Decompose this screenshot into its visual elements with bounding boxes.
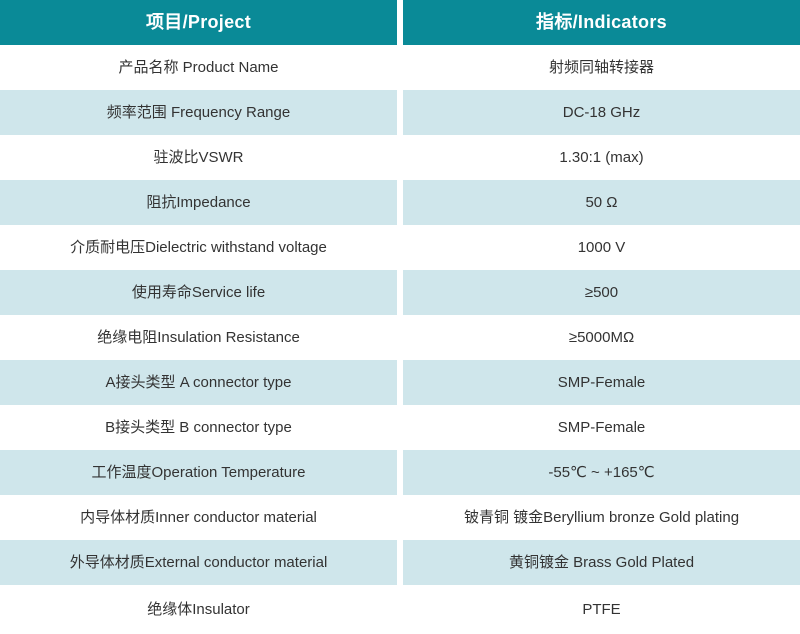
project-cell: B接头类型 B connector type [0, 405, 397, 450]
table-row: 频率范围 Frequency Range DC-18 GHz [0, 90, 800, 135]
indicator-cell: 1000 V [403, 225, 800, 270]
column-divider [397, 180, 403, 225]
project-cell: 使用寿命Service life [0, 270, 397, 315]
table-row: 内导体材质Inner conductor material 铍青铜 镀金Bery… [0, 495, 800, 540]
column-divider [397, 315, 403, 360]
column-divider [397, 585, 403, 634]
column-divider [397, 540, 403, 585]
table-row: 外导体材质External conductor material 黄铜镀金 Br… [0, 540, 800, 585]
column-divider [397, 450, 403, 495]
indicator-cell: ≥500 [403, 270, 800, 315]
table-row: B接头类型 B connector type SMP-Female [0, 405, 800, 450]
column-divider [397, 0, 403, 45]
project-cell: 工作温度Operation Temperature [0, 450, 397, 495]
indicator-cell: 1.30:1 (max) [403, 135, 800, 180]
indicator-cell: PTFE [403, 585, 800, 634]
column-divider [397, 360, 403, 405]
project-cell: A接头类型 A connector type [0, 360, 397, 405]
header-project: 项目/Project [0, 0, 397, 45]
table-row: 阻抗Impedance 50 Ω [0, 180, 800, 225]
project-cell: 介质耐电压Dielectric withstand voltage [0, 225, 397, 270]
table-row: 绝缘电阻Insulation Resistance ≥5000MΩ [0, 315, 800, 360]
table-row: 工作温度Operation Temperature -55℃ ~ +165℃ [0, 450, 800, 495]
project-cell: 驻波比VSWR [0, 135, 397, 180]
indicator-cell: ≥5000MΩ [403, 315, 800, 360]
indicator-cell: 50 Ω [403, 180, 800, 225]
indicator-cell: SMP-Female [403, 360, 800, 405]
project-cell: 频率范围 Frequency Range [0, 90, 397, 135]
table-row: 使用寿命Service life ≥500 [0, 270, 800, 315]
project-cell: 外导体材质External conductor material [0, 540, 397, 585]
column-divider [397, 90, 403, 135]
column-divider [397, 45, 403, 90]
table-row: A接头类型 A connector type SMP-Female [0, 360, 800, 405]
indicator-cell: SMP-Female [403, 405, 800, 450]
table-row: 介质耐电压Dielectric withstand voltage 1000 V [0, 225, 800, 270]
indicator-cell: 射频同轴转接器 [403, 45, 800, 90]
column-divider [397, 495, 403, 540]
table-header-row: 项目/Project 指标/Indicators [0, 0, 800, 45]
indicator-cell: 铍青铜 镀金Beryllium bronze Gold plating [403, 495, 800, 540]
project-cell: 阻抗Impedance [0, 180, 397, 225]
project-cell: 产品名称 Product Name [0, 45, 397, 90]
column-divider [397, 405, 403, 450]
table-row: 绝缘体Insulator PTFE [0, 585, 800, 634]
project-cell: 绝缘电阻Insulation Resistance [0, 315, 397, 360]
project-cell: 内导体材质Inner conductor material [0, 495, 397, 540]
column-divider [397, 225, 403, 270]
header-indicators: 指标/Indicators [403, 0, 800, 45]
column-divider [397, 270, 403, 315]
indicator-cell: DC-18 GHz [403, 90, 800, 135]
indicator-cell: -55℃ ~ +165℃ [403, 450, 800, 495]
indicator-cell: 黄铜镀金 Brass Gold Plated [403, 540, 800, 585]
table-row: 产品名称 Product Name 射频同轴转接器 [0, 45, 800, 90]
column-divider [397, 135, 403, 180]
table-row: 驻波比VSWR 1.30:1 (max) [0, 135, 800, 180]
project-cell: 绝缘体Insulator [0, 585, 397, 634]
